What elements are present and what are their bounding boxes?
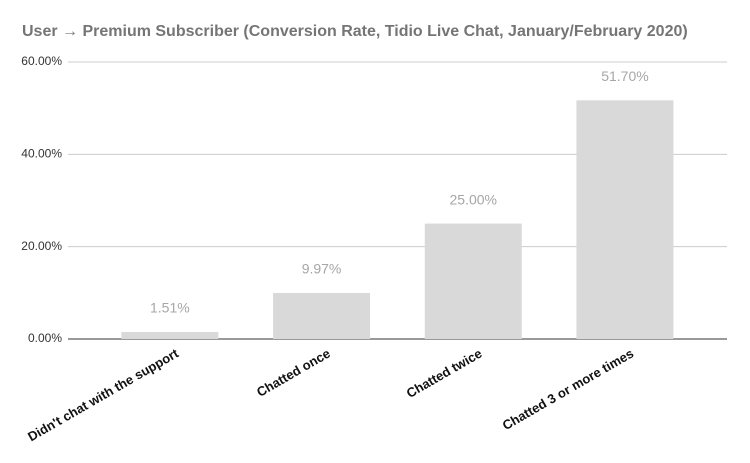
bar: [121, 332, 219, 339]
x-tick-label: Chatted once: [254, 346, 333, 400]
value-label: 9.97%: [302, 261, 342, 277]
bar: [273, 292, 371, 339]
y-tick-label: 60.00%: [21, 54, 62, 68]
bar: [424, 223, 522, 339]
value-label: 25.00%: [450, 191, 497, 207]
chart-title: User → Premium Subscriber (Conversion Ra…: [22, 23, 688, 40]
y-tick-label: 20.00%: [21, 239, 62, 253]
x-tick-label: Chatted twice: [404, 346, 485, 401]
x-tick-label: Chatted 3 or more times: [500, 346, 636, 433]
y-tick-label: 40.00%: [21, 147, 62, 161]
value-label: 51.70%: [601, 68, 648, 84]
x-tick-label: Didn't chat with the support: [25, 345, 181, 444]
bar: [576, 100, 674, 340]
value-label: 1.51%: [150, 300, 190, 316]
y-tick-label: 0.00%: [28, 331, 62, 345]
